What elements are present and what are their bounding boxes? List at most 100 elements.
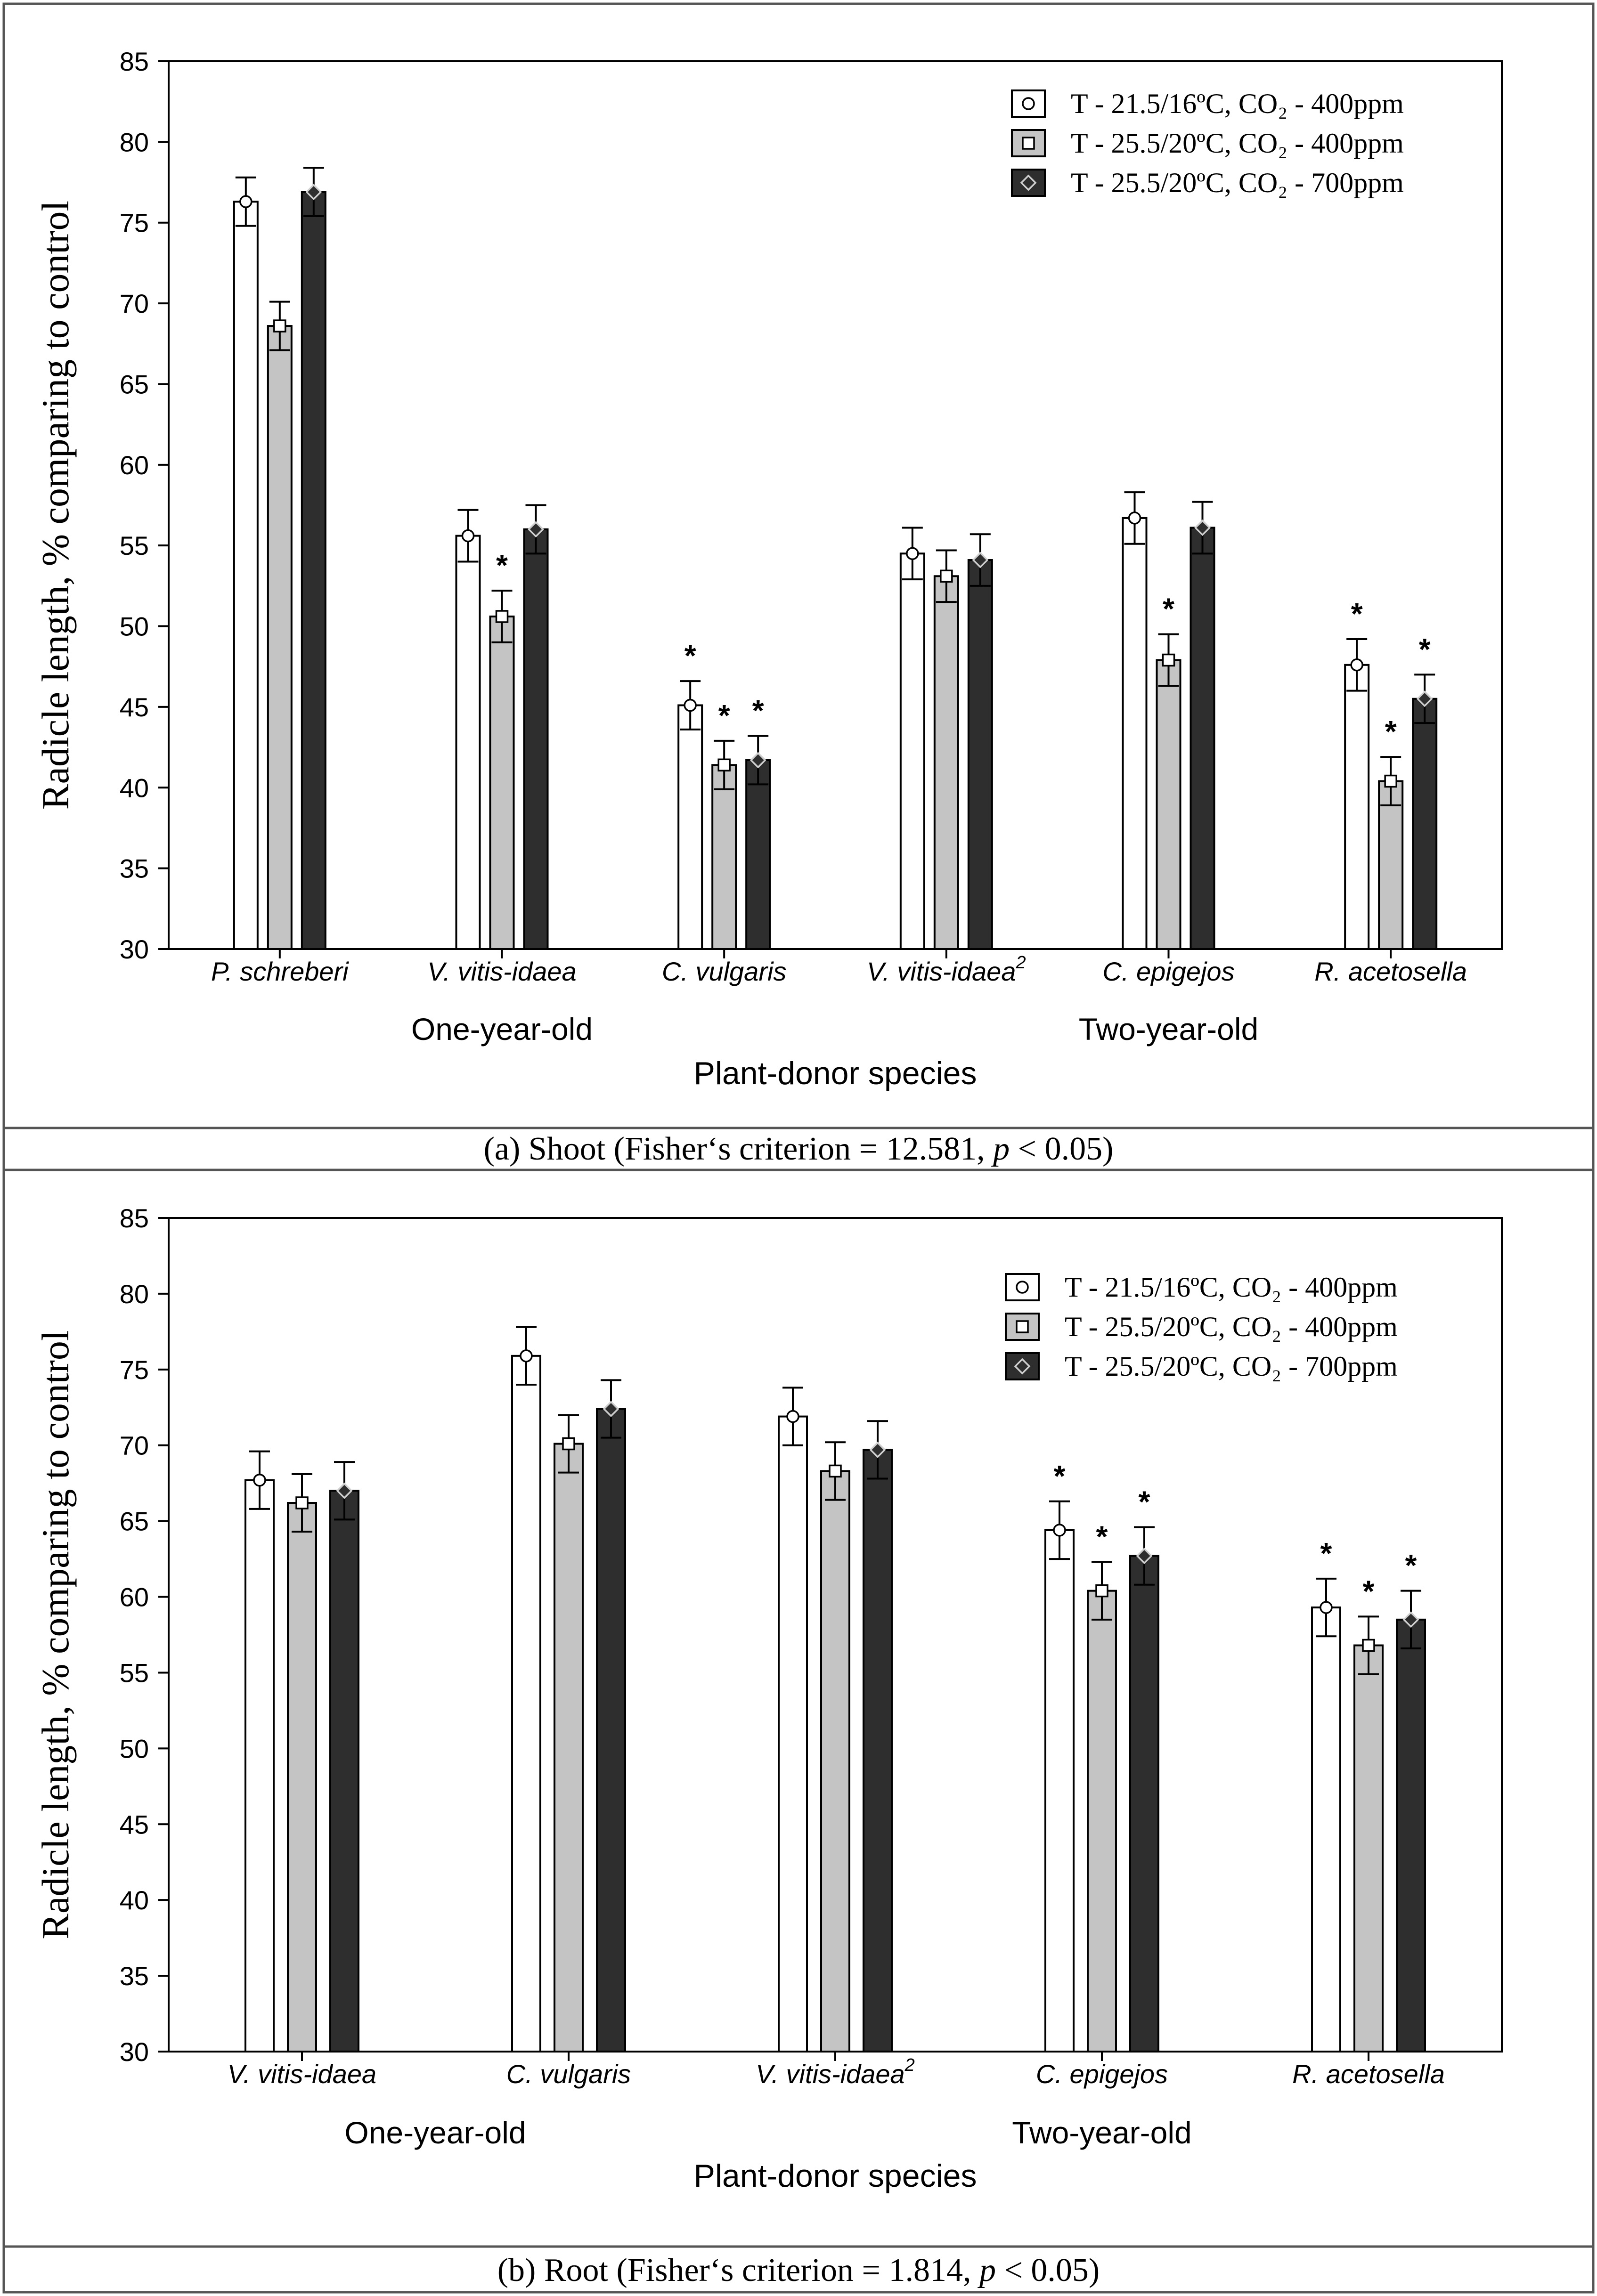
circle-marker	[461, 529, 475, 543]
caption-text-end: < 0.05)	[996, 2252, 1100, 2288]
square-marker	[940, 569, 953, 583]
bar	[1344, 664, 1370, 950]
diamond-marker	[1020, 174, 1037, 191]
diamond-marker	[305, 184, 322, 201]
bar	[596, 1408, 626, 2053]
bar	[820, 1470, 850, 2053]
significance-star: *	[1163, 592, 1174, 626]
y-tick-label: 35	[120, 854, 149, 884]
square-marker	[717, 758, 731, 772]
bar	[899, 552, 925, 950]
y-tick-label: 50	[120, 1734, 149, 1763]
panel-caption: (a) Shoot (Fisher‘s criterion = 12.581, …	[484, 1131, 1114, 1167]
category-name: V. vitis-idaea	[756, 2059, 904, 2089]
bar	[301, 191, 326, 950]
y-tick-label: 30	[120, 2037, 149, 2067]
y-tick-label: 40	[120, 1885, 149, 1915]
y-tick-label: 75	[120, 208, 149, 238]
square-marker	[1095, 1584, 1108, 1598]
x-tick-label: V. vitis-idaea2	[867, 953, 1026, 986]
x-tick-label: C. vulgaris	[662, 957, 787, 986]
legend-label: T - 25.5/20ºC, CO₂ - 700ppm	[1071, 167, 1404, 198]
circle-marker	[1016, 1281, 1029, 1294]
y-tick-label: 85	[120, 47, 149, 76]
category-name: C. vulgaris	[662, 957, 787, 986]
bar	[1044, 1529, 1075, 2053]
circle-marker	[786, 1410, 799, 1423]
x-tick-label: P. schreberi	[211, 957, 349, 986]
square-marker	[1362, 1639, 1375, 1652]
circle-marker	[1128, 511, 1141, 525]
y-tick-label: 30	[120, 934, 149, 964]
bar	[1156, 659, 1181, 950]
significance-star: *	[1351, 597, 1363, 631]
category-name: R. acetosella	[1292, 2059, 1445, 2089]
bar	[1396, 1618, 1426, 2053]
y-tick-label: 45	[120, 1809, 149, 1839]
panel-b: (b) Root (Fisher‘s criterion = 1.814, p …	[4, 1203, 1593, 2288]
square-marker	[1016, 1320, 1029, 1333]
bar	[711, 764, 737, 950]
y-tick-label: 70	[120, 289, 149, 318]
bar	[233, 201, 259, 950]
caption-p-symbol: p	[977, 2252, 996, 2288]
y-tick-label: 35	[120, 1961, 149, 1991]
circle-marker	[684, 698, 697, 712]
legend-label: T - 25.5/20ºC, CO₂ - 400ppm	[1071, 128, 1404, 159]
category-name: V. vitis-idaea	[427, 957, 576, 986]
square-marker	[1022, 137, 1035, 150]
bar	[1412, 698, 1438, 950]
diamond-marker	[1416, 690, 1433, 707]
bar	[778, 1415, 808, 2053]
legend: T - 21.5/16ºC, CO₂ - 400ppm T - 25.5/20ºC…	[1005, 1272, 1398, 1382]
significance-star: *	[718, 698, 730, 732]
circle-marker	[1022, 97, 1035, 110]
legend-label: T - 25.5/20ºC, CO₂ - 700ppm	[1065, 1351, 1398, 1382]
significance-star: *	[1139, 1485, 1150, 1519]
y-tick-label: 75	[120, 1355, 149, 1385]
x-tick-label: C. vulgaris	[506, 2059, 631, 2089]
y-tick-label: 55	[120, 531, 149, 560]
bar	[677, 704, 703, 950]
bar	[329, 1490, 359, 2053]
diamond-marker	[336, 1482, 353, 1499]
circle-marker	[520, 1349, 533, 1363]
circle-marker	[253, 1473, 266, 1487]
caption-p-symbol: p	[991, 1131, 1010, 1167]
bar	[967, 559, 993, 950]
diamond-marker	[1402, 1611, 1419, 1628]
group-label: Two-year-old	[1012, 2115, 1191, 2150]
circle-marker	[906, 547, 919, 560]
panel-a: (a) Shoot (Fisher‘s criterion = 12.581, …	[4, 47, 1593, 1171]
diamond-marker	[1014, 1358, 1031, 1375]
x-tick-label: R. acetosella	[1292, 2059, 1445, 2089]
square-marker	[1162, 653, 1175, 667]
significance-star: *	[684, 639, 696, 673]
caption-text-end: < 0.05)	[1010, 1131, 1113, 1167]
x-axis-label: Plant-donor species	[693, 1055, 977, 1091]
diamond-marker	[972, 552, 989, 568]
diamond-marker	[603, 1401, 619, 1417]
group-label: One-year-old	[344, 2115, 526, 2150]
diamond-marker	[1194, 519, 1211, 536]
x-tick-label: V. vitis-idaea	[228, 2059, 376, 2089]
y-tick-label: 50	[120, 612, 149, 641]
square-marker	[495, 610, 509, 623]
caption-text: (b) Root (Fisher‘s criterion = 1.814,	[497, 2252, 979, 2288]
category-name: C. vulgaris	[506, 2059, 631, 2089]
x-tick-label: R. acetosella	[1314, 957, 1467, 986]
bar	[244, 1479, 275, 2053]
bar	[554, 1443, 584, 2053]
bar	[1378, 780, 1404, 950]
category-superscript: 2	[1015, 953, 1026, 973]
bar	[489, 615, 515, 950]
y-tick-label: 45	[120, 692, 149, 722]
y-axis-label: Radicle length, % comparing to control	[34, 1330, 77, 1939]
circle-marker	[239, 195, 253, 208]
square-marker	[295, 1496, 309, 1509]
y-tick-label: 65	[120, 369, 149, 399]
diamond-marker	[1136, 1548, 1153, 1565]
panel-caption: (b) Root (Fisher‘s criterion = 1.814, p …	[497, 2252, 1100, 2288]
y-tick-label: 60	[120, 1582, 149, 1612]
category-name: V. vitis-idaea	[228, 2059, 376, 2089]
